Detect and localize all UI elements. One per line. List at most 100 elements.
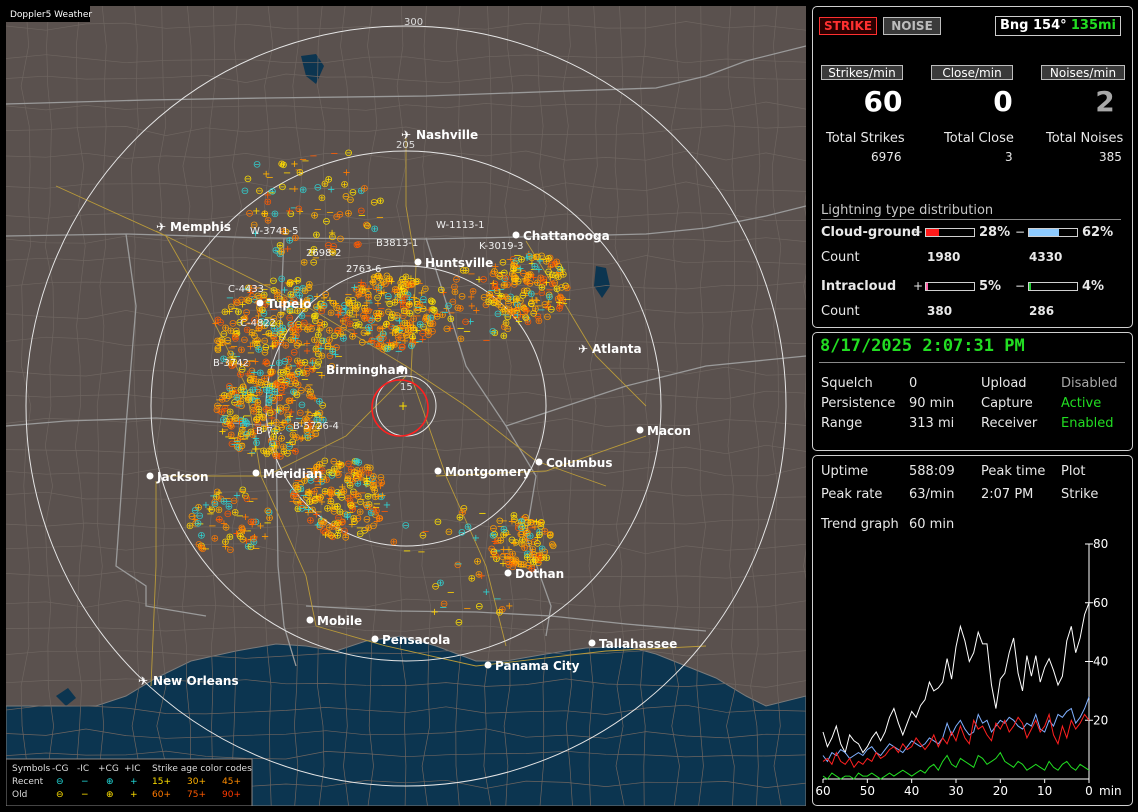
strike-symbol: ⊖ bbox=[413, 300, 421, 311]
strike-symbol: ⊖ bbox=[326, 351, 334, 362]
range-rings bbox=[25, 25, 787, 787]
strike-symbol: − bbox=[228, 434, 236, 445]
strike-symbol: ⊕ bbox=[271, 338, 279, 349]
cg-count-label: Count bbox=[821, 250, 860, 265]
strike-symbol: ⊕ bbox=[427, 313, 435, 324]
strike-symbol: ⊕ bbox=[319, 415, 327, 426]
strike-symbol: + bbox=[535, 265, 543, 276]
strike-symbol: − bbox=[267, 365, 275, 376]
strike-symbol: ⊕ bbox=[382, 343, 390, 354]
strike-symbol: ⊖ bbox=[379, 344, 387, 355]
strike-symbol: ⊕ bbox=[323, 503, 331, 514]
strikes-per-min-header[interactable]: Strikes/min bbox=[821, 65, 903, 80]
strike-symbol: + bbox=[334, 488, 342, 499]
strike-symbol: + bbox=[304, 507, 312, 518]
strike-symbol: + bbox=[536, 256, 544, 267]
strike-symbol: ⊖ bbox=[339, 308, 347, 319]
strike-symbol: ⊖ bbox=[413, 277, 421, 288]
strike-symbol: ⊕ bbox=[269, 319, 277, 330]
noises-per-min-header[interactable]: Noises/min bbox=[1041, 65, 1125, 80]
strike-mode-button[interactable]: STRIKE bbox=[819, 17, 877, 35]
strike-symbol: ⊖ bbox=[409, 338, 417, 349]
strike-symbol: − bbox=[297, 486, 305, 497]
strike-symbol: − bbox=[326, 499, 334, 510]
strike-symbol: − bbox=[358, 488, 366, 499]
city-montgomery: Montgomery bbox=[434, 465, 531, 479]
strike-symbol: ⊖ bbox=[521, 312, 529, 323]
cg-count-pos: 1980 bbox=[927, 250, 961, 264]
strike-symbol: ⊕ bbox=[287, 299, 295, 310]
strike-symbol: ⊖ bbox=[227, 302, 235, 313]
strike-symbol: ⊖ bbox=[475, 602, 483, 613]
range-value[interactable]: 313 mi bbox=[909, 416, 955, 431]
strike-symbol: + bbox=[317, 303, 325, 314]
strike-symbol: ⊕ bbox=[544, 253, 552, 264]
strike-symbol: + bbox=[273, 405, 281, 416]
svg-text:✈: ✈ bbox=[156, 220, 166, 234]
strike-symbol: − bbox=[528, 561, 536, 572]
upload-status[interactable]: Disabled bbox=[1061, 376, 1118, 391]
strike-symbol: ⊖ bbox=[546, 253, 554, 264]
strike-symbol: ⊖ bbox=[224, 509, 232, 520]
strike-symbol: ⊖ bbox=[509, 255, 517, 266]
strike-symbol: ⊖ bbox=[314, 409, 322, 420]
strike-symbol: ⊖ bbox=[259, 413, 267, 424]
peak-rate-label: Peak rate bbox=[821, 487, 883, 502]
strike-symbol: − bbox=[284, 335, 292, 346]
strike-symbol: ⊕ bbox=[364, 293, 372, 304]
strike-symbol: ⊖ bbox=[538, 288, 546, 299]
strike-symbol: ⊕ bbox=[244, 393, 252, 404]
lightning-map[interactable]: + 300 205 15 −+⊕−−⊖−⊖ ⊖⊕+⊖−⊖⊖⊕⊖⊖−⊕−⊕⊖−⊕− −… bbox=[6, 6, 806, 806]
strike-symbol: ⊖ bbox=[303, 423, 311, 434]
strike-symbol: ⊕ bbox=[309, 424, 317, 435]
strike-symbol: + bbox=[374, 299, 382, 310]
strike-symbol: ⊕ bbox=[376, 324, 384, 335]
strike-symbol: ⊖ bbox=[368, 336, 376, 347]
ic-neg-pct: 4% bbox=[1082, 279, 1105, 294]
strike-symbol: ⊕ bbox=[318, 193, 326, 204]
strike-symbol: ⊕ bbox=[344, 494, 352, 505]
legend-glyph: + bbox=[130, 777, 138, 787]
strike-symbol: ⊕ bbox=[352, 490, 360, 501]
persistence-value[interactable]: 90 min bbox=[909, 396, 955, 411]
strike-symbol: ⊖ bbox=[362, 220, 370, 231]
strike-symbol: − bbox=[289, 496, 297, 507]
strike-symbol: + bbox=[331, 349, 339, 360]
strike-symbol: ⊕ bbox=[429, 319, 437, 330]
strike-symbol: − bbox=[361, 285, 369, 296]
squelch-value[interactable]: 0 bbox=[909, 376, 918, 391]
strike-symbol: ⊖ bbox=[409, 325, 417, 336]
strike-symbol: ⊕ bbox=[268, 367, 276, 378]
strike-symbol: + bbox=[239, 422, 247, 433]
strike-symbol: ⊕ bbox=[473, 557, 481, 568]
noise-mode-button[interactable]: NOISE bbox=[883, 17, 941, 35]
strike-symbol: + bbox=[324, 338, 332, 349]
strike-symbol: + bbox=[376, 274, 384, 285]
strike-symbol: ⊕ bbox=[379, 277, 387, 288]
strike-symbol: − bbox=[492, 539, 500, 550]
strike-symbol: + bbox=[321, 530, 329, 541]
close-per-min-header[interactable]: Close/min bbox=[931, 65, 1013, 80]
strike-symbol: + bbox=[238, 360, 246, 371]
receiver-status[interactable]: Enabled bbox=[1061, 416, 1114, 431]
strike-symbol: ⊖ bbox=[221, 419, 229, 430]
strike-symbol: ⊕ bbox=[375, 341, 383, 352]
strike-stats-panel: STRIKE NOISE Bng 154° 135mi Strikes/min … bbox=[812, 6, 1133, 328]
city-birmingham: Birmingham bbox=[326, 363, 408, 377]
strike-symbol: ⊖ bbox=[248, 292, 256, 303]
strike-symbol: ⊖ bbox=[287, 320, 295, 331]
plot-value[interactable]: Strike bbox=[1061, 487, 1099, 502]
trend-window-value[interactable]: 60 min bbox=[909, 517, 955, 532]
strike-symbol: − bbox=[535, 557, 543, 568]
strike-symbol: ⊖ bbox=[321, 528, 329, 539]
strike-symbol: ⊕ bbox=[255, 344, 263, 355]
strike-symbol: ⊖ bbox=[489, 269, 497, 280]
legend-type: +IC bbox=[124, 764, 140, 774]
capture-status[interactable]: Active bbox=[1061, 396, 1102, 411]
legend-symbols-header: Symbols bbox=[12, 764, 51, 774]
strike-symbol: ⊖ bbox=[428, 327, 436, 338]
strike-symbol: ⊕ bbox=[369, 277, 377, 288]
strike-symbol: ⊕ bbox=[218, 395, 226, 406]
strike-symbol: ⊕ bbox=[526, 531, 534, 542]
city-dothan: Dothan bbox=[504, 567, 564, 581]
